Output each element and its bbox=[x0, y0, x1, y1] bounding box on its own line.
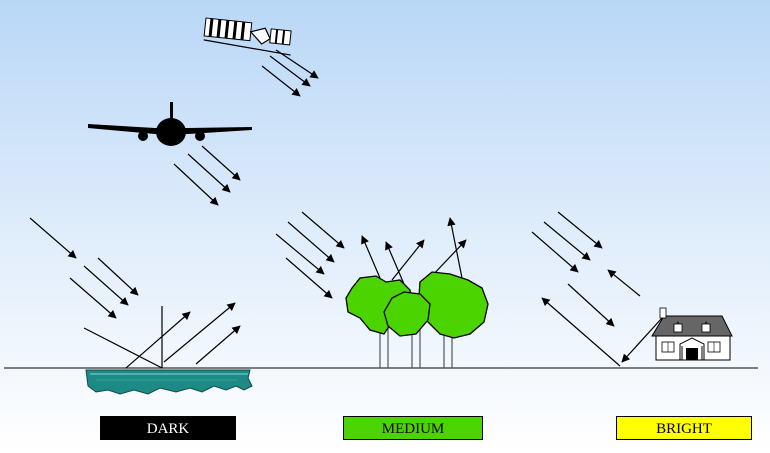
dark-label: DARK bbox=[100, 416, 236, 440]
water-incident-line bbox=[83, 327, 163, 369]
satellite-icon bbox=[203, 17, 292, 56]
radiation-arrows bbox=[29, 49, 663, 369]
bright-label: BRIGHT bbox=[616, 416, 752, 440]
water-icon bbox=[85, 369, 253, 395]
medium-label: MEDIUM bbox=[343, 416, 483, 440]
tree-icon bbox=[345, 271, 489, 339]
house-icon bbox=[651, 307, 733, 361]
airplane-icon bbox=[88, 102, 252, 146]
